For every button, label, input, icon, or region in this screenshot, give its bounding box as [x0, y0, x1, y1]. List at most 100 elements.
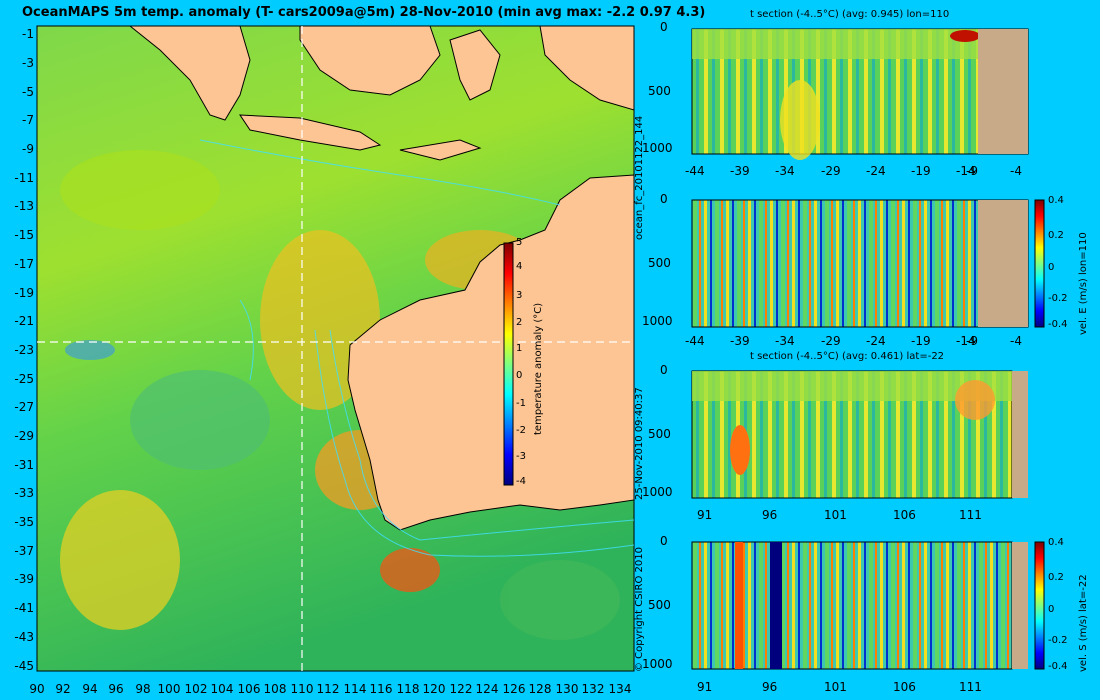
- land-sumatra: [128, 25, 251, 121]
- panel-vel-e-lon: [691, 199, 1029, 328]
- panel2-y-tick: 500: [648, 256, 671, 270]
- panel3-title: t section (-4..5°C) (avg: 0.461) lat=-22: [750, 351, 945, 362]
- panel3-x-tick: 101: [824, 508, 847, 522]
- map-y-tick: -21: [14, 314, 34, 328]
- vel-e-cb-tick: 0.4: [1048, 195, 1064, 206]
- panel2-x-tick: -9: [966, 334, 978, 348]
- map-y-tick: -43: [14, 630, 34, 644]
- map-y-tick: -29: [14, 429, 34, 443]
- panel1-x-tick: -44: [685, 164, 705, 178]
- map-x-tick: 100: [157, 682, 181, 696]
- panel2-x-tick: -4: [1010, 334, 1022, 348]
- colorbar-tick: 0: [516, 370, 523, 381]
- map-x-tick: 130: [555, 682, 579, 696]
- panel1-x-tick: -29: [821, 164, 841, 178]
- map-y-tick: -35: [14, 515, 34, 529]
- map-y-tick: -37: [14, 544, 34, 558]
- land-sulawesi: [449, 29, 501, 101]
- panel3-x-tick: 106: [893, 508, 916, 522]
- panel2-x-tick: -44: [685, 334, 705, 348]
- vel-s-cb-label: vel. S (m/s) lat=-22: [1078, 574, 1089, 672]
- map-x-tick: 126: [502, 682, 526, 696]
- panel4-y-tick: 1000: [642, 657, 673, 671]
- map-x-tick: 124: [475, 682, 499, 696]
- chart-title: OceanMAPS 5m temp. anomaly (T- cars2009a…: [22, 5, 706, 20]
- map-x-tick: 110: [290, 682, 314, 696]
- land-new-guinea: [539, 25, 635, 111]
- map-y-tick: -19: [14, 286, 34, 300]
- map-y-tick: -31: [14, 458, 34, 472]
- panel1-x-tick: -9: [966, 164, 978, 178]
- panel4-y-tick: 500: [648, 598, 671, 612]
- colorbar-label: temperature anomaly (°C): [533, 302, 544, 435]
- land-borneo: [299, 25, 441, 96]
- colorbar-tick: 4: [516, 261, 523, 272]
- panel-vel-s-lat: [691, 541, 1028, 670]
- map-x-tick: 90: [29, 682, 45, 696]
- panel1-x-tick: -19: [911, 164, 931, 178]
- vel-e-colorbar: [1034, 199, 1045, 328]
- colorbar-tick: 5: [516, 237, 523, 248]
- panel4-x-tick: 111: [959, 680, 982, 694]
- bathymetry-contours: [199, 139, 635, 557]
- colorbar-tick: -1: [516, 398, 526, 409]
- panel4-y-tick: 0: [660, 534, 668, 548]
- map-x-tick: 114: [343, 682, 367, 696]
- panel4-x-tick: 96: [762, 680, 778, 694]
- panel1-x-tick: -39: [730, 164, 750, 178]
- map-y-tick: -9: [22, 142, 34, 156]
- map-x-tick: 134: [608, 682, 632, 696]
- map-x-tick: 108: [263, 682, 287, 696]
- main-map: [36, 25, 635, 672]
- panel1-y-tick: 1000: [642, 141, 673, 155]
- panel3-x-tick: 111: [959, 508, 982, 522]
- land-timor: [399, 139, 482, 161]
- map-x-tick: 128: [528, 682, 552, 696]
- panel1-title: t section (-4..5°C) (avg: 0.945) lon=110: [750, 9, 950, 20]
- panel2-x-tick: -29: [821, 334, 841, 348]
- panel2-x-tick: -14: [956, 334, 976, 348]
- colorbar-tick: 3: [516, 290, 523, 301]
- vel-s-cb-tick: -0.2: [1048, 635, 1068, 646]
- panel2-x-tick: -19: [911, 334, 931, 348]
- map-y-tick: -33: [14, 486, 34, 500]
- colorbar-tick: 1: [516, 343, 523, 354]
- panel2-x-tick: -39: [730, 334, 750, 348]
- panel4-x-tick: 91: [697, 680, 713, 694]
- panel1-x-tick: -24: [866, 164, 886, 178]
- map-x-tick: 118: [396, 682, 420, 696]
- map-x-tick: 132: [581, 682, 605, 696]
- panel2-x-tick: -34: [775, 334, 795, 348]
- vel-s-cb-tick: 0.4: [1048, 537, 1064, 548]
- panel1-x-tick: -14: [956, 164, 976, 178]
- map-x-tick: 104: [210, 682, 234, 696]
- panel2-y-tick: 1000: [642, 314, 673, 328]
- vel-s-cb-tick: 0.2: [1048, 572, 1064, 583]
- colorbar-tick: -4: [516, 476, 526, 487]
- vel-e-cb-tick: -0.4: [1048, 319, 1068, 330]
- map-x-tick: 116: [369, 682, 393, 696]
- map-x-tick: 92: [55, 682, 71, 696]
- map-y-tick: -45: [14, 659, 34, 673]
- colorbar-tick: -3: [516, 451, 526, 462]
- land-australia: [347, 174, 635, 531]
- map-y-tick: -23: [14, 343, 34, 357]
- map-x-tick: 112: [316, 682, 340, 696]
- run-id-label: ocean_fc_20101122_144: [634, 115, 645, 240]
- map-y-tick: -7: [22, 113, 34, 127]
- panel4-x-tick: 106: [893, 680, 916, 694]
- vel-e-cb-label: vel. E (m/s) lon=110: [1078, 232, 1089, 335]
- panel4-x-tick: 101: [824, 680, 847, 694]
- panel3-y-tick: 0: [660, 363, 668, 377]
- panel2-x-tick: -24: [866, 334, 886, 348]
- colorbar-tick: -2: [516, 425, 526, 436]
- map-y-tick: -11: [14, 171, 34, 185]
- panel1-x-tick: -4: [1010, 164, 1022, 178]
- map-y-tick: -15: [14, 228, 34, 242]
- map-x-tick: 96: [108, 682, 124, 696]
- panel-t-section-lat: [691, 370, 1028, 499]
- main-colorbar: [503, 242, 514, 486]
- vel-e-cb-tick: 0: [1048, 262, 1055, 273]
- map-x-tick: 106: [237, 682, 261, 696]
